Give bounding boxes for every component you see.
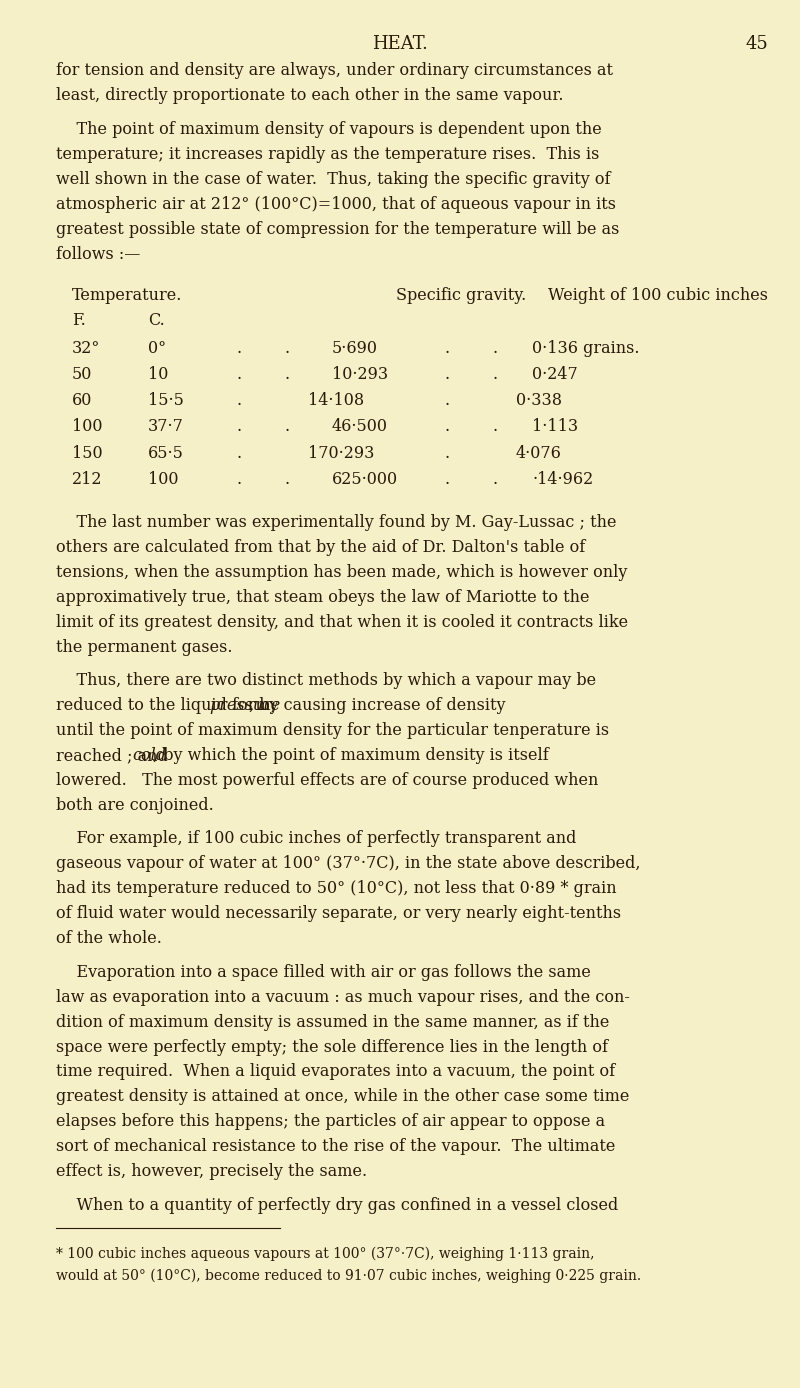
Text: 45: 45: [746, 35, 768, 53]
Text: tensions, when the assumption has been made, which is however only: tensions, when the assumption has been m…: [56, 564, 627, 580]
Text: .: .: [284, 471, 289, 489]
Text: time required.  When a liquid evaporates into a vacuum, the point of: time required. When a liquid evaporates …: [56, 1063, 615, 1080]
Text: 0·136 grains.: 0·136 grains.: [532, 340, 639, 357]
Text: 10: 10: [148, 366, 168, 383]
Text: 60: 60: [72, 393, 92, 409]
Text: Specific gravity.: Specific gravity.: [396, 287, 526, 304]
Text: Thus, there are two distinct methods by which a vapour may be: Thus, there are two distinct methods by …: [56, 672, 596, 688]
Text: 1·113: 1·113: [532, 419, 578, 436]
Text: When to a quantity of perfectly dry gas confined in a vessel closed: When to a quantity of perfectly dry gas …: [56, 1196, 618, 1213]
Text: gaseous vapour of water at 100° (37°·7C), in the state above described,: gaseous vapour of water at 100° (37°·7C)…: [56, 855, 641, 872]
Text: Weight of 100 cubic inches: Weight of 100 cubic inches: [548, 287, 768, 304]
Text: 100: 100: [148, 471, 178, 489]
Text: of fluid water would necessarily separate, or very nearly eight-tenths: of fluid water would necessarily separat…: [56, 905, 621, 922]
Text: of the whole.: of the whole.: [56, 930, 162, 947]
Text: effect is, however, precisely the same.: effect is, however, precisely the same.: [56, 1163, 367, 1180]
Text: dition of maximum density is assumed in the same manner, as if the: dition of maximum density is assumed in …: [56, 1013, 610, 1030]
Text: .: .: [284, 366, 289, 383]
Text: .: .: [284, 340, 289, 357]
Text: 10·293: 10·293: [332, 366, 388, 383]
Text: .: .: [444, 340, 449, 357]
Text: the permanent gases.: the permanent gases.: [56, 638, 233, 655]
Text: , by which the point of maximum density is itself: , by which the point of maximum density …: [153, 747, 548, 763]
Text: had its temperature reduced to 50° (10°C), not less that 0·89 * grain: had its temperature reduced to 50° (10°C…: [56, 880, 617, 897]
Text: 65·5: 65·5: [148, 444, 184, 462]
Text: 100: 100: [72, 419, 102, 436]
Text: for tension and density are always, under ordinary circumstances at: for tension and density are always, unde…: [56, 62, 613, 79]
Text: atmospheric air at 212° (100°C)=1000, that of aqueous vapour in its: atmospheric air at 212° (100°C)=1000, th…: [56, 196, 616, 212]
Text: reached ; and: reached ; and: [56, 747, 173, 763]
Text: follows :—: follows :—: [56, 246, 140, 262]
Text: * 100 cubic inches aqueous vapours at 100° (37°·7C), weighing 1·113 grain,: * 100 cubic inches aqueous vapours at 10…: [56, 1246, 594, 1262]
Text: least, directly proportionate to each other in the same vapour.: least, directly proportionate to each ot…: [56, 87, 563, 104]
Text: Evaporation into a space filled with air or gas follows the same: Evaporation into a space filled with air…: [56, 963, 591, 980]
Text: pressure: pressure: [210, 697, 281, 713]
Text: lowered.   The most powerful effects are of course produced when: lowered. The most powerful effects are o…: [56, 772, 598, 788]
Text: cold: cold: [133, 747, 166, 763]
Text: greatest possible state of compression for the temperature will be as: greatest possible state of compression f…: [56, 221, 619, 237]
Text: space were perfectly empty; the sole difference lies in the length of: space were perfectly empty; the sole dif…: [56, 1038, 608, 1055]
Text: approximatively true, that steam obeys the law of Mariotte to the: approximatively true, that steam obeys t…: [56, 589, 590, 605]
Text: .: .: [444, 366, 449, 383]
Text: temperature; it increases rapidly as the temperature rises.  This is: temperature; it increases rapidly as the…: [56, 146, 599, 162]
Text: .: .: [492, 340, 497, 357]
Text: until the point of maximum density for the particular tenperature is: until the point of maximum density for t…: [56, 722, 609, 738]
Text: 625·000: 625·000: [332, 471, 398, 489]
Text: limit of its greatest density, and that when it is cooled it contracts like: limit of its greatest density, and that …: [56, 613, 628, 630]
Text: 32°: 32°: [72, 340, 100, 357]
Text: greatest density is attained at once, while in the other case some time: greatest density is attained at once, wh…: [56, 1088, 630, 1105]
Text: , by causing increase of density: , by causing increase of density: [249, 697, 506, 713]
Text: 14·108: 14·108: [308, 393, 364, 409]
Text: both are conjoined.: both are conjoined.: [56, 797, 214, 813]
Text: .: .: [492, 419, 497, 436]
Text: .: .: [492, 471, 497, 489]
Text: 5·690: 5·690: [332, 340, 378, 357]
Text: 0°: 0°: [148, 340, 166, 357]
Text: .: .: [236, 444, 241, 462]
Text: .: .: [236, 340, 241, 357]
Text: 0·247: 0·247: [532, 366, 578, 383]
Text: 50: 50: [72, 366, 92, 383]
Text: sort of mechanical resistance to the rise of the vapour.  The ultimate: sort of mechanical resistance to the ris…: [56, 1138, 615, 1155]
Text: The point of maximum density of vapours is dependent upon the: The point of maximum density of vapours …: [56, 121, 602, 137]
Text: .: .: [444, 393, 449, 409]
Text: The last number was experimentally found by M. Gay-Lussac ; the: The last number was experimentally found…: [56, 514, 617, 530]
Text: Temperature.: Temperature.: [72, 287, 182, 304]
Text: .: .: [236, 419, 241, 436]
Text: .: .: [444, 444, 449, 462]
Text: C.: C.: [148, 312, 165, 329]
Text: law as evaporation into a vacuum : as much vapour rises, and the con-: law as evaporation into a vacuum : as mu…: [56, 988, 630, 1005]
Text: .: .: [236, 393, 241, 409]
Text: 170·293: 170·293: [308, 444, 374, 462]
Text: .: .: [284, 419, 289, 436]
Text: would at 50° (10°C), become reduced to 91·07 cubic inches, weighing 0·225 grain.: would at 50° (10°C), become reduced to 9…: [56, 1269, 641, 1283]
Text: well shown in the case of water.  Thus, taking the specific gravity of: well shown in the case of water. Thus, t…: [56, 171, 610, 187]
Text: ·14·962: ·14·962: [532, 471, 594, 489]
Text: .: .: [444, 419, 449, 436]
Text: 37·7: 37·7: [148, 419, 184, 436]
Text: 0·338: 0·338: [516, 393, 562, 409]
Text: F.: F.: [72, 312, 86, 329]
Text: others are calculated from that by the aid of Dr. Dalton's table of: others are calculated from that by the a…: [56, 539, 586, 555]
Text: 46·500: 46·500: [332, 419, 388, 436]
Text: For example, if 100 cubic inches of perfectly transparent and: For example, if 100 cubic inches of perf…: [56, 830, 576, 847]
Text: 150: 150: [72, 444, 102, 462]
Text: 15·5: 15·5: [148, 393, 184, 409]
Text: .: .: [492, 366, 497, 383]
Text: .: .: [236, 471, 241, 489]
Text: reduced to the liquid form;: reduced to the liquid form;: [56, 697, 282, 713]
Text: HEAT.: HEAT.: [372, 35, 428, 53]
Text: 4·076: 4·076: [516, 444, 562, 462]
Text: 212: 212: [72, 471, 102, 489]
Text: elapses before this happens; the particles of air appear to oppose a: elapses before this happens; the particl…: [56, 1113, 605, 1130]
Text: .: .: [444, 471, 449, 489]
Text: .: .: [236, 366, 241, 383]
